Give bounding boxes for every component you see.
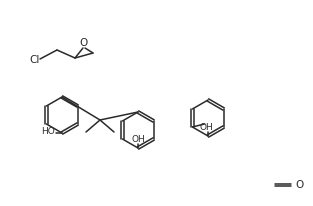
- Text: OH: OH: [131, 136, 145, 144]
- Text: O: O: [295, 180, 303, 190]
- Text: O: O: [80, 38, 88, 48]
- Text: Cl: Cl: [30, 55, 40, 65]
- Text: OH: OH: [199, 124, 213, 132]
- Text: HO: HO: [41, 126, 55, 136]
